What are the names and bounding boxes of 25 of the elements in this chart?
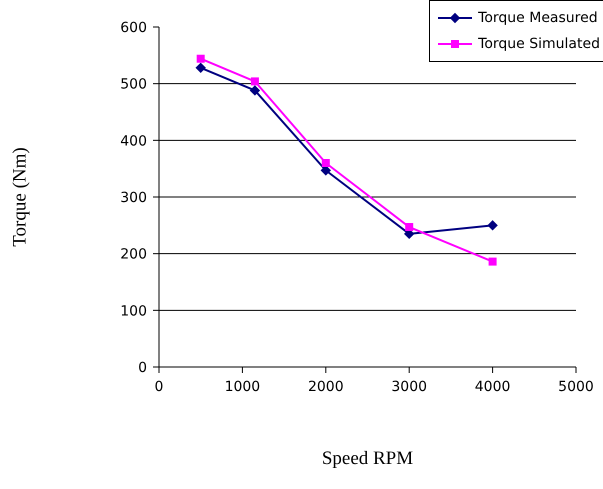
y-tick-label: 600 bbox=[120, 20, 147, 36]
legend-label: Torque Simulated bbox=[478, 36, 600, 52]
x-axis-title: Speed RPM bbox=[322, 448, 414, 469]
point bbox=[405, 223, 414, 232]
x-tick-label: 3000 bbox=[391, 378, 428, 395]
y-tick-label: 100 bbox=[120, 303, 147, 320]
point bbox=[488, 258, 497, 266]
point bbox=[196, 62, 206, 73]
x-tick-label: 5000 bbox=[558, 378, 594, 395]
y-tick-label: 300 bbox=[120, 190, 147, 206]
point bbox=[322, 159, 330, 167]
y-tick-label: 400 bbox=[120, 133, 147, 150]
point bbox=[196, 54, 205, 63]
y-axis-title: Torque (Nm) bbox=[10, 147, 31, 247]
y-tick-label: 200 bbox=[120, 246, 147, 263]
y-tick-label: 0 bbox=[138, 360, 147, 376]
y-tick-label: 500 bbox=[120, 76, 147, 93]
point bbox=[250, 77, 259, 86]
x-tick-label: 1000 bbox=[224, 378, 260, 395]
legend-label: Torque Measured bbox=[478, 10, 598, 26]
x-tick-label: 2000 bbox=[308, 378, 344, 395]
x-tick-label: 4000 bbox=[474, 378, 510, 395]
point bbox=[250, 85, 260, 96]
x-tick-label: 0 bbox=[154, 378, 164, 395]
point bbox=[488, 220, 498, 230]
